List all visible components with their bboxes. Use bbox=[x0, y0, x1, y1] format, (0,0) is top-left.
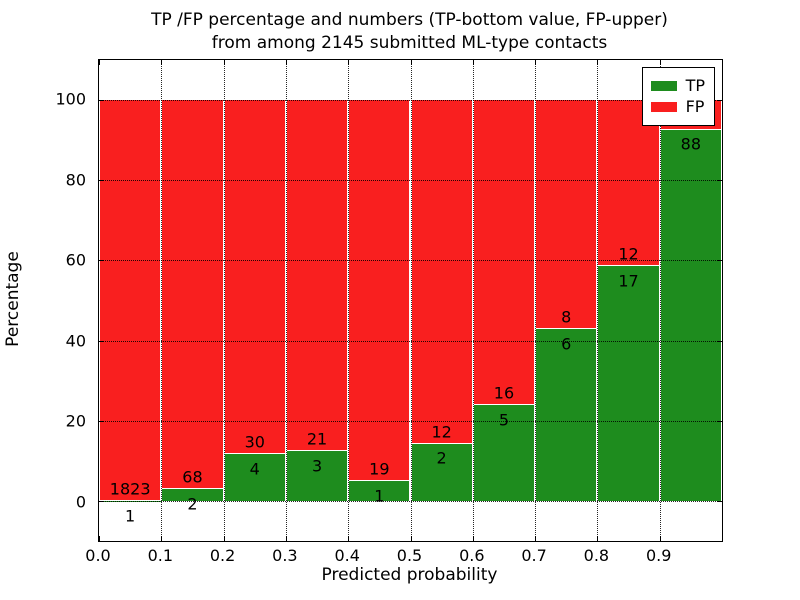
fp-count-label: 30 bbox=[244, 432, 265, 452]
tp-count-label: 6 bbox=[561, 334, 572, 354]
tp-bar-segment bbox=[223, 453, 286, 501]
fp-bar-segment bbox=[348, 100, 411, 481]
tp-count-label: 17 bbox=[618, 271, 639, 291]
fp-count-label: 21 bbox=[306, 429, 328, 449]
x-tick-label: 0.1 bbox=[147, 546, 174, 565]
fp-count-label: 16 bbox=[493, 383, 515, 403]
fp-count-label: 12 bbox=[618, 244, 639, 264]
horizontal-gridline bbox=[99, 340, 722, 342]
tp-count-label: 88 bbox=[680, 134, 702, 154]
legend-label: FP bbox=[685, 97, 705, 116]
legend-swatch-tp bbox=[650, 81, 677, 91]
tp-bar-segment bbox=[348, 480, 411, 501]
horizontal-gridline bbox=[99, 100, 722, 102]
horizontal-gridline bbox=[99, 420, 722, 422]
y-axis-tick-labels: 0 20 40 60 80 100 bbox=[0, 59, 92, 542]
x-tick-label: 0.3 bbox=[272, 546, 298, 565]
tp-bar-segment bbox=[535, 329, 598, 501]
horizontal-gridline bbox=[99, 500, 722, 502]
fp-count-label: 68 bbox=[182, 467, 203, 487]
y-axis-title: Percentage bbox=[3, 251, 23, 347]
tp-bar-segment bbox=[597, 265, 660, 501]
legend: TP FP bbox=[641, 67, 715, 126]
fp-bar-segment bbox=[223, 100, 286, 454]
fp-bar-segment bbox=[161, 100, 224, 490]
vertical-gridline bbox=[472, 60, 474, 541]
horizontal-gridline bbox=[99, 260, 722, 262]
tp-bar-segment bbox=[410, 443, 473, 501]
x-tick-label: 0.7 bbox=[521, 546, 547, 565]
x-tick-mark bbox=[99, 60, 100, 65]
x-tick-mark bbox=[99, 536, 100, 541]
tp-bar-segment bbox=[161, 489, 224, 501]
x-tick-label: 0.2 bbox=[209, 546, 236, 565]
vertical-gridline bbox=[410, 60, 412, 541]
fp-count-label: 8 bbox=[561, 307, 572, 327]
x-tick-mark bbox=[722, 536, 723, 541]
fp-count-label: 12 bbox=[431, 422, 452, 442]
y-tick-label: 60 bbox=[65, 250, 86, 270]
tp-count-label: 3 bbox=[311, 456, 323, 476]
x-tick-label: 0.4 bbox=[334, 546, 360, 565]
x-tick-label: 0.8 bbox=[583, 546, 610, 565]
x-tick-label: 0.0 bbox=[85, 546, 111, 565]
tp-count-label: 2 bbox=[187, 494, 198, 514]
tp-count-label: 1 bbox=[125, 506, 136, 526]
y-tick-label: 100 bbox=[55, 89, 86, 109]
tp-bar-segment bbox=[285, 450, 349, 501]
horizontal-gridline bbox=[99, 180, 722, 182]
chart-title: TP /FP percentage and numbers (TP-bottom… bbox=[98, 9, 721, 55]
fp-bar-segment bbox=[285, 100, 349, 451]
tp-count-label: 2 bbox=[436, 448, 447, 468]
x-tick-label: 0.6 bbox=[459, 546, 485, 565]
y-tick-label: 40 bbox=[65, 331, 86, 351]
chart-title-line1: TP /FP percentage and numbers (TP-bottom… bbox=[151, 10, 668, 30]
x-axis-title: Predicted probability bbox=[321, 565, 498, 585]
x-tick-label: 0.9 bbox=[645, 546, 672, 565]
fp-count-label: 1823 bbox=[109, 479, 151, 499]
chart-title-line2: from among 2145 submitted ML-type contac… bbox=[211, 33, 608, 53]
fp-bar-segment bbox=[472, 100, 536, 406]
y-tick-label: 20 bbox=[65, 411, 86, 431]
fp-bar-segment bbox=[410, 100, 473, 444]
x-tick-mark bbox=[722, 60, 723, 65]
tp-bar-segment bbox=[659, 129, 722, 501]
plot-area: 18231682304213191122165861217788TPFP bbox=[98, 59, 723, 542]
fp-bar-segment bbox=[99, 100, 162, 501]
fp-count-label: 19 bbox=[369, 459, 390, 479]
vertical-gridline bbox=[161, 60, 163, 541]
vertical-gridline bbox=[348, 60, 350, 541]
y-tick-label: 80 bbox=[65, 170, 86, 190]
vertical-gridline bbox=[223, 60, 225, 541]
vertical-gridline bbox=[597, 60, 599, 541]
tp-count-label: 1 bbox=[374, 486, 385, 506]
vertical-gridline bbox=[659, 60, 661, 541]
legend-item: FP bbox=[650, 97, 705, 116]
tp-count-label: 5 bbox=[498, 410, 510, 430]
x-axis-tick-labels: 0.0 0.1 0.2 0.3 0.4 0.5 0.6 0.7 0.8 0.9 bbox=[85, 546, 721, 566]
vertical-gridline bbox=[535, 60, 537, 541]
legend-item: TP bbox=[650, 76, 705, 95]
fp-bar-segment bbox=[597, 100, 660, 266]
x-tick-label: 0.5 bbox=[396, 546, 423, 565]
y-tick-label: 0 bbox=[75, 492, 86, 512]
legend-label: TP bbox=[685, 76, 705, 95]
tp-count-label: 4 bbox=[249, 459, 260, 479]
vertical-gridline bbox=[285, 60, 287, 541]
fp-bar-segment bbox=[535, 100, 598, 330]
legend-swatch-fp bbox=[650, 102, 677, 112]
